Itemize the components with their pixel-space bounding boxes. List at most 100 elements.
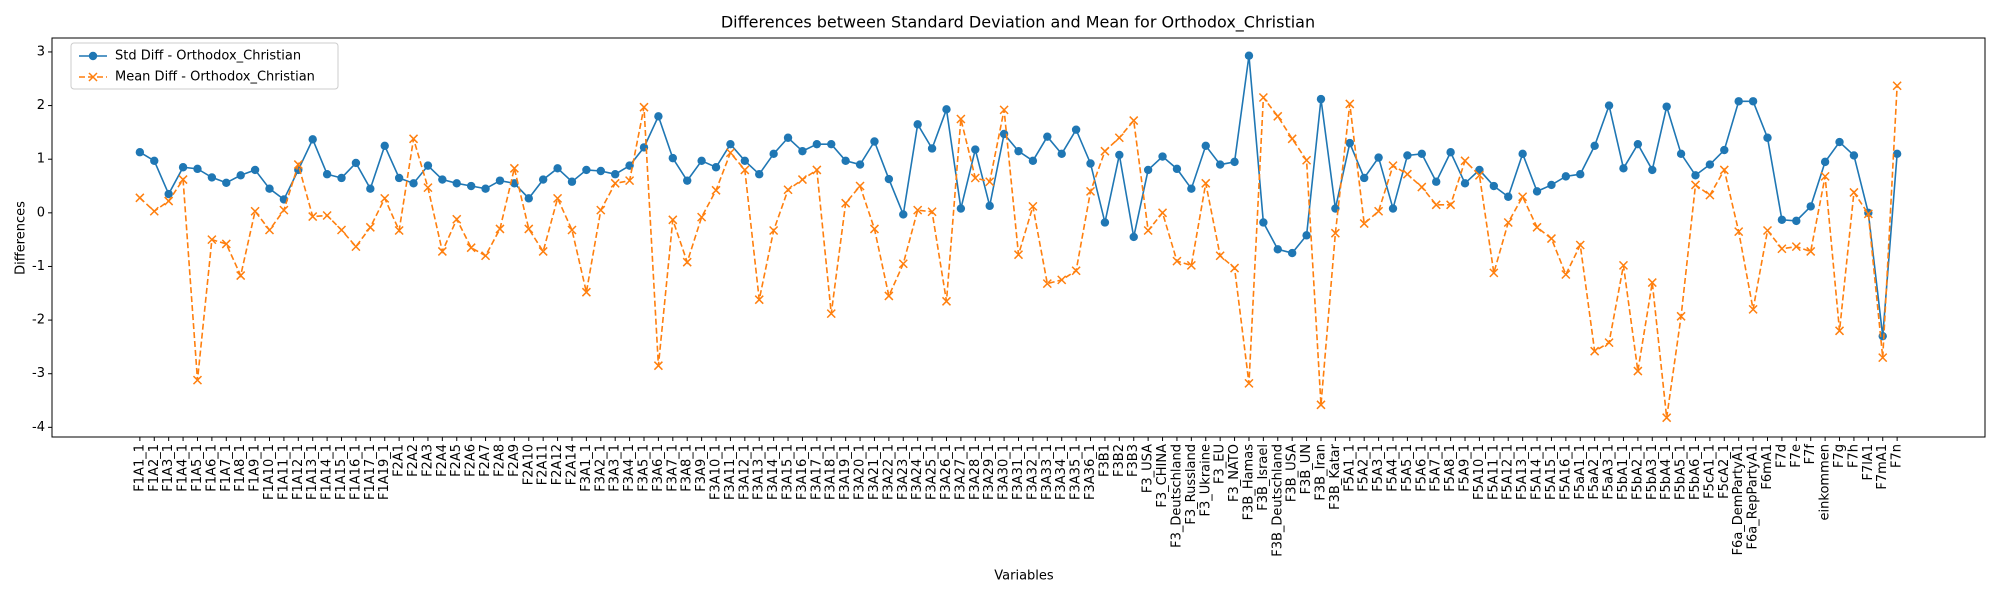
data-point (1532, 187, 1542, 196)
data-point (812, 139, 822, 149)
y-tick-label: 3 (37, 44, 45, 59)
data-point (956, 204, 966, 213)
x-tick-label: F7e (1789, 444, 1804, 468)
data-point (192, 375, 203, 385)
data-point (481, 251, 491, 261)
data-point (1763, 133, 1772, 142)
x-tick-label: F3_NATO (1227, 444, 1242, 502)
data-point (1388, 204, 1398, 213)
data-point (740, 165, 750, 175)
data-point (1086, 159, 1095, 168)
x-tick-label: F1A6_1 (204, 444, 219, 492)
data-point (783, 133, 793, 142)
data-point (466, 181, 476, 191)
x-tick-label: F1A15_1 (334, 444, 349, 500)
data-point (164, 196, 174, 206)
data-point (1230, 263, 1240, 273)
x-tick-label: F2A10 (521, 444, 536, 485)
data-point (1215, 160, 1225, 169)
data-point (1302, 155, 1312, 165)
data-point (1676, 311, 1686, 321)
data-point (711, 163, 721, 172)
data-point (1504, 192, 1513, 201)
data-point (798, 146, 807, 156)
data-point (596, 166, 605, 176)
x-tick-label: F1A16_1 (348, 444, 363, 500)
x-tick-label: F2A2 (406, 444, 421, 477)
data-point (150, 156, 159, 166)
data-point (596, 205, 606, 215)
x-tick-label: F3A6_1 (651, 444, 666, 492)
data-point (783, 185, 793, 195)
data-point (1273, 245, 1282, 254)
data-point (1359, 219, 1369, 229)
data-point (1460, 179, 1470, 188)
x-tick-label: F5A8_1 (1443, 444, 1458, 492)
x-tick-label: F7mA1 (1875, 444, 1890, 490)
data-point (985, 201, 994, 211)
data-point (164, 189, 173, 199)
x-tick-label: F2A8 (492, 444, 507, 477)
x-tick-label: F5aA1_1 (1573, 444, 1588, 500)
data-point (1028, 201, 1038, 211)
data-point (1748, 304, 1758, 314)
data-point (135, 193, 145, 203)
x-tick-label: F5A1_1 (1342, 444, 1357, 492)
x-tick-label: F7h (1846, 444, 1861, 468)
x-tick-label: F5bA4_1 (1659, 444, 1674, 500)
data-point (322, 210, 332, 221)
data-point (438, 175, 447, 184)
data-point (1388, 161, 1398, 171)
data-point (524, 194, 533, 203)
x-tick-label: F2A9 (507, 444, 522, 477)
data-point (1186, 260, 1196, 270)
x-tick-label: F3B3 (1126, 444, 1141, 477)
x-tick-label: F3A33_1 (1040, 444, 1055, 500)
x-tick-label: F3_USA (1141, 444, 1156, 493)
data-point (1518, 192, 1528, 202)
x-tick-label: F5cA2_1 (1717, 444, 1732, 499)
data-point (1547, 180, 1556, 190)
data-point (1259, 218, 1268, 227)
data-point (1892, 81, 1902, 91)
data-point (1431, 200, 1441, 210)
x-tick-label: F5A12_1 (1501, 444, 1516, 500)
data-point (827, 139, 836, 149)
data-point (394, 225, 404, 236)
data-point (582, 165, 591, 175)
x-tick-label: F5A16_1 (1558, 444, 1573, 500)
x-tick-label: F3A30_1 (997, 444, 1012, 500)
legend-label: Mean Diff - Orthodox_Christian (115, 70, 315, 85)
x-tick-label: F5A14_1 (1530, 444, 1545, 500)
data-point (1892, 149, 1902, 159)
data-point (1791, 242, 1801, 252)
x-tick-label: F3A27_1 (953, 444, 968, 500)
x-tick-label: F3A3_1 (608, 444, 623, 492)
y-tick-label: 0 (37, 205, 45, 220)
x-tick-label: F7n (1890, 444, 1905, 468)
data-point (1057, 149, 1066, 159)
data-point (1834, 326, 1845, 336)
data-point (1187, 184, 1196, 193)
x-tick-label: F5A13_1 (1515, 444, 1530, 500)
legend-marker (88, 51, 98, 61)
x-tick-label: F1A17_1 (363, 444, 378, 500)
data-point (639, 102, 649, 112)
data-point (812, 165, 822, 175)
data-point (1619, 164, 1628, 173)
data-point (1618, 260, 1628, 270)
x-tick-label: F1A19_1 (377, 444, 392, 500)
x-tick-label: F1A5_1 (190, 444, 205, 492)
data-point (1114, 133, 1124, 143)
data-point (797, 175, 807, 185)
x-tick-label: F3A13_1 (752, 444, 767, 500)
data-point (1849, 187, 1859, 197)
data-point (1143, 165, 1153, 175)
data-point (898, 259, 908, 269)
data-point (1878, 353, 1888, 363)
data-point (1561, 172, 1571, 181)
x-tick-label: F3_Russland (1184, 444, 1199, 525)
data-point (869, 224, 879, 234)
x-tick-label: F1A14_1 (320, 444, 335, 500)
legend-box (70, 42, 339, 90)
